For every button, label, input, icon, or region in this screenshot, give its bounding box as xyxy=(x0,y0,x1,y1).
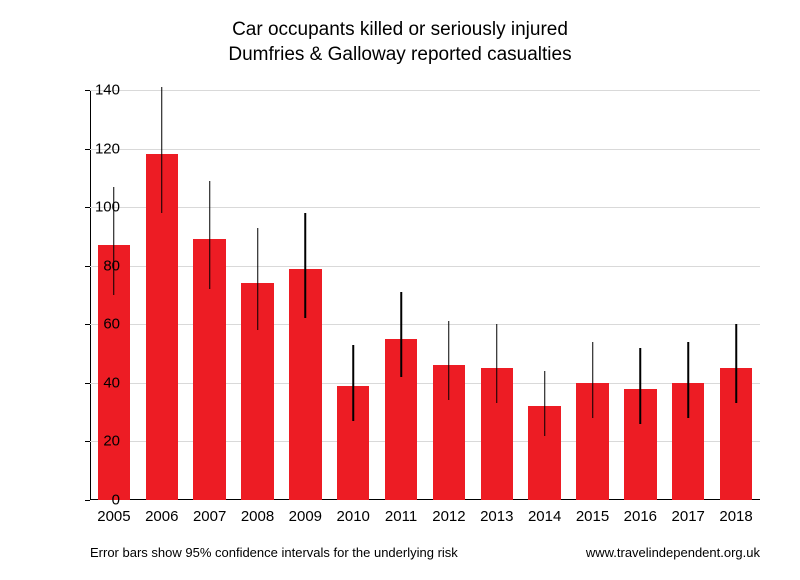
y-axis-label: 100 xyxy=(80,199,120,216)
x-axis-label: 2018 xyxy=(719,508,752,525)
error-bar xyxy=(257,228,259,331)
y-axis-label: 60 xyxy=(80,316,120,333)
y-axis-label: 140 xyxy=(80,82,120,99)
error-bar xyxy=(305,213,307,318)
gridline xyxy=(90,324,760,325)
error-bar xyxy=(640,348,642,424)
gridline xyxy=(90,90,760,91)
gridline xyxy=(90,266,760,267)
x-axis-label: 2017 xyxy=(672,508,705,525)
y-axis-label: 80 xyxy=(80,257,120,274)
x-axis-label: 2011 xyxy=(385,508,417,525)
x-axis-label: 2010 xyxy=(337,508,370,525)
x-axis-label: 2014 xyxy=(528,508,561,525)
error-bar xyxy=(735,324,737,403)
y-axis-label: 0 xyxy=(80,492,120,509)
gridline xyxy=(90,383,760,384)
error-bar xyxy=(448,321,450,400)
error-bar xyxy=(352,345,354,421)
gridline xyxy=(90,441,760,442)
plot-area: 2005200620072008200920102011201220132014… xyxy=(90,90,760,500)
error-bar xyxy=(161,87,163,213)
x-axis-label: 2016 xyxy=(624,508,657,525)
error-bar xyxy=(400,292,402,377)
x-axis-label: 2007 xyxy=(193,508,226,525)
x-axis-label: 2013 xyxy=(480,508,513,525)
y-axis-label: 40 xyxy=(80,374,120,391)
x-axis-label: 2006 xyxy=(145,508,178,525)
error-bar xyxy=(544,371,546,435)
title-line-2: Dumfries & Galloway reported casualties xyxy=(0,43,800,68)
chart-container: Car occupants killed or seriously injure… xyxy=(0,0,800,580)
y-axis-label: 120 xyxy=(80,140,120,157)
title-line-1: Car occupants killed or seriously injure… xyxy=(0,18,800,43)
gridline xyxy=(90,149,760,150)
error-bar xyxy=(592,342,594,418)
footnote-left: Error bars show 95% confidence intervals… xyxy=(90,545,458,560)
x-axis-label: 2009 xyxy=(289,508,322,525)
y-axis-label: 20 xyxy=(80,433,120,450)
x-axis-label: 2008 xyxy=(241,508,274,525)
x-axis xyxy=(90,499,760,500)
error-bar xyxy=(496,324,498,403)
chart-title: Car occupants killed or seriously injure… xyxy=(0,18,800,67)
x-axis-label: 2015 xyxy=(576,508,609,525)
x-axis-label: 2012 xyxy=(432,508,465,525)
gridline xyxy=(90,207,760,208)
footnote-right: www.travelindependent.org.uk xyxy=(586,545,760,560)
x-axis-label: 2005 xyxy=(97,508,130,525)
error-bar xyxy=(209,181,211,289)
error-bar xyxy=(687,342,689,418)
